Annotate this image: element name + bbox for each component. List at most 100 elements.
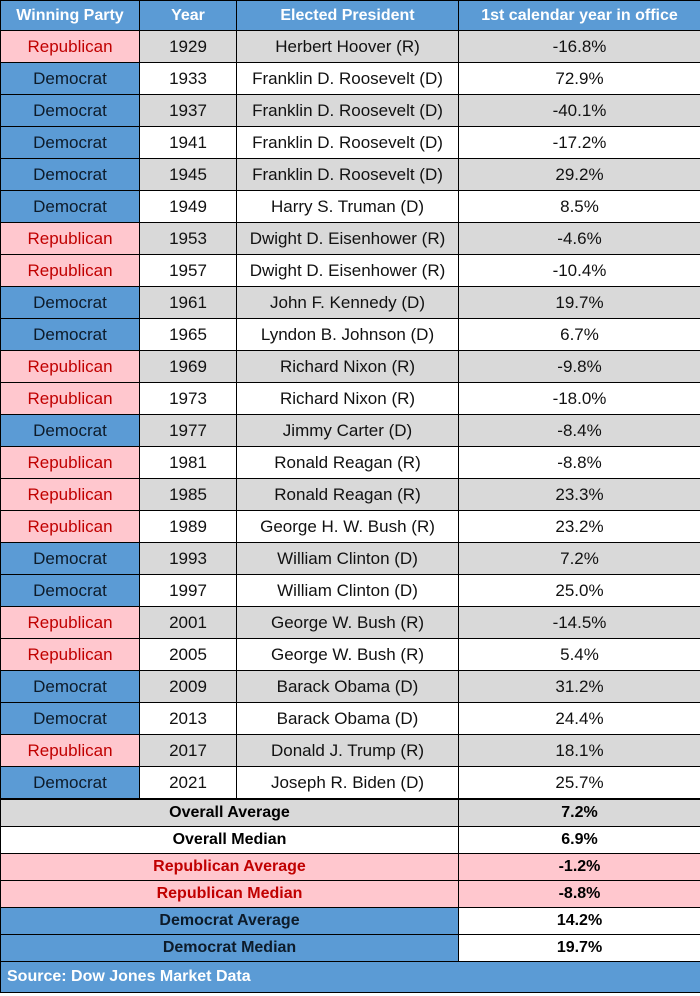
return-cell: -18.0%: [458, 382, 700, 415]
year-cell: 2017: [139, 734, 237, 767]
table-row: Democrat 1965 Lyndon B. Johnson (D) 6.7%: [0, 318, 700, 351]
president-cell: William Clinton (D): [236, 574, 459, 607]
return-cell: -9.8%: [458, 350, 700, 383]
party-cell: Republican: [0, 606, 140, 639]
table-row: Republican 1985 Ronald Reagan (R) 23.3%: [0, 478, 700, 511]
year-cell: 1961: [139, 286, 237, 319]
table-row: Democrat 1949 Harry S. Truman (D) 8.5%: [0, 190, 700, 223]
table-row: Republican 1973 Richard Nixon (R) -18.0%: [0, 382, 700, 415]
year-cell: 1989: [139, 510, 237, 543]
year-cell: 1929: [139, 30, 237, 63]
summary-row: Republican Average -1.2%: [0, 853, 700, 881]
table-row: Democrat 1961 John F. Kennedy (D) 19.7%: [0, 286, 700, 319]
table-row: Democrat 1997 William Clinton (D) 25.0%: [0, 574, 700, 607]
table-row: Democrat 2009 Barack Obama (D) 31.2%: [0, 670, 700, 703]
president-cell: George W. Bush (R): [236, 638, 459, 671]
table-row: Democrat 1993 William Clinton (D) 7.2%: [0, 542, 700, 575]
president-cell: George H. W. Bush (R): [236, 510, 459, 543]
return-cell: 25.7%: [458, 766, 700, 800]
president-cell: Richard Nixon (R): [236, 382, 459, 415]
return-cell: 7.2%: [458, 542, 700, 575]
year-cell: 1945: [139, 158, 237, 191]
summary-label: Overall Median: [0, 826, 459, 854]
table-row: Democrat 1977 Jimmy Carter (D) -8.4%: [0, 414, 700, 447]
table-row: Democrat 1933 Franklin D. Roosevelt (D) 72.…: [0, 62, 700, 95]
summary-row: Overall Average 7.2%: [0, 798, 700, 827]
president-cell: Ronald Reagan (R): [236, 446, 459, 479]
header-year: Year: [139, 0, 237, 31]
president-cell: Franklin D. Roosevelt (D): [236, 158, 459, 191]
party-cell: Republican: [0, 510, 140, 543]
year-cell: 2005: [139, 638, 237, 671]
year-cell: 1957: [139, 254, 237, 287]
president-cell: Ronald Reagan (R): [236, 478, 459, 511]
year-cell: 1993: [139, 542, 237, 575]
president-cell: Joseph R. Biden (D): [236, 766, 459, 800]
table-row: Republican 2005 George W. Bush (R) 5.4%: [0, 638, 700, 671]
party-cell: Democrat: [0, 62, 140, 95]
party-cell: Republican: [0, 478, 140, 511]
year-cell: 1985: [139, 478, 237, 511]
summary-value: 19.7%: [458, 934, 700, 962]
summary-label: Overall Average: [0, 798, 459, 827]
table-row: Democrat 2021 Joseph R. Biden (D) 25.7%: [0, 766, 700, 800]
year-cell: 2013: [139, 702, 237, 735]
table-row: Republican 1969 Richard Nixon (R) -9.8%: [0, 350, 700, 383]
return-cell: 5.4%: [458, 638, 700, 671]
return-cell: -17.2%: [458, 126, 700, 159]
table-row: Republican 1989 George H. W. Bush (R) 23.2%: [0, 510, 700, 543]
summary-label: Democrat Average: [0, 907, 459, 935]
president-cell: Franklin D. Roosevelt (D): [236, 126, 459, 159]
summary-row: Republican Median -8.8%: [0, 880, 700, 908]
return-cell: 8.5%: [458, 190, 700, 223]
return-cell: -14.5%: [458, 606, 700, 639]
president-cell: Dwight D. Eisenhower (R): [236, 222, 459, 255]
source-row: Source: Dow Jones Market Data: [0, 961, 700, 993]
return-cell: 24.4%: [458, 702, 700, 735]
president-cell: Barack Obama (D): [236, 670, 459, 703]
table-row: Republican 2017 Donald J. Trump (R) 18.1%: [0, 734, 700, 767]
party-cell: Democrat: [0, 766, 140, 800]
year-cell: 1953: [139, 222, 237, 255]
president-cell: Jimmy Carter (D): [236, 414, 459, 447]
summary-value: 6.9%: [458, 826, 700, 854]
year-cell: 1973: [139, 382, 237, 415]
year-cell: 1937: [139, 94, 237, 127]
president-cell: Barack Obama (D): [236, 702, 459, 735]
table-row: Democrat 1945 Franklin D. Roosevelt (D) 29.…: [0, 158, 700, 191]
party-cell: Republican: [0, 350, 140, 383]
president-cell: Lyndon B. Johnson (D): [236, 318, 459, 351]
party-cell: Republican: [0, 30, 140, 63]
party-cell: Democrat: [0, 318, 140, 351]
party-cell: Democrat: [0, 94, 140, 127]
president-cell: Herbert Hoover (R): [236, 30, 459, 63]
party-cell: Republican: [0, 734, 140, 767]
return-cell: -8.8%: [458, 446, 700, 479]
year-cell: 1965: [139, 318, 237, 351]
summary-label: Republican Median: [0, 880, 459, 908]
party-cell: Democrat: [0, 542, 140, 575]
president-cell: William Clinton (D): [236, 542, 459, 575]
return-cell: 31.2%: [458, 670, 700, 703]
table-row: Democrat 2013 Barack Obama (D) 24.4%: [0, 702, 700, 735]
party-cell: Democrat: [0, 414, 140, 447]
party-cell: Democrat: [0, 190, 140, 223]
return-cell: 6.7%: [458, 318, 700, 351]
header-first-year-return: 1st calendar year in office: [458, 0, 700, 31]
president-cell: Harry S. Truman (D): [236, 190, 459, 223]
party-cell: Democrat: [0, 158, 140, 191]
table-row: Republican 1929 Herbert Hoover (R) -16.8%: [0, 30, 700, 63]
party-cell: Republican: [0, 446, 140, 479]
party-cell: Republican: [0, 382, 140, 415]
president-cell: George W. Bush (R): [236, 606, 459, 639]
party-cell: Democrat: [0, 574, 140, 607]
party-cell: Republican: [0, 254, 140, 287]
party-cell: Republican: [0, 638, 140, 671]
table-row: Republican 1981 Ronald Reagan (R) -8.8%: [0, 446, 700, 479]
president-cell: Donald J. Trump (R): [236, 734, 459, 767]
return-cell: 23.2%: [458, 510, 700, 543]
return-cell: -4.6%: [458, 222, 700, 255]
return-cell: 18.1%: [458, 734, 700, 767]
